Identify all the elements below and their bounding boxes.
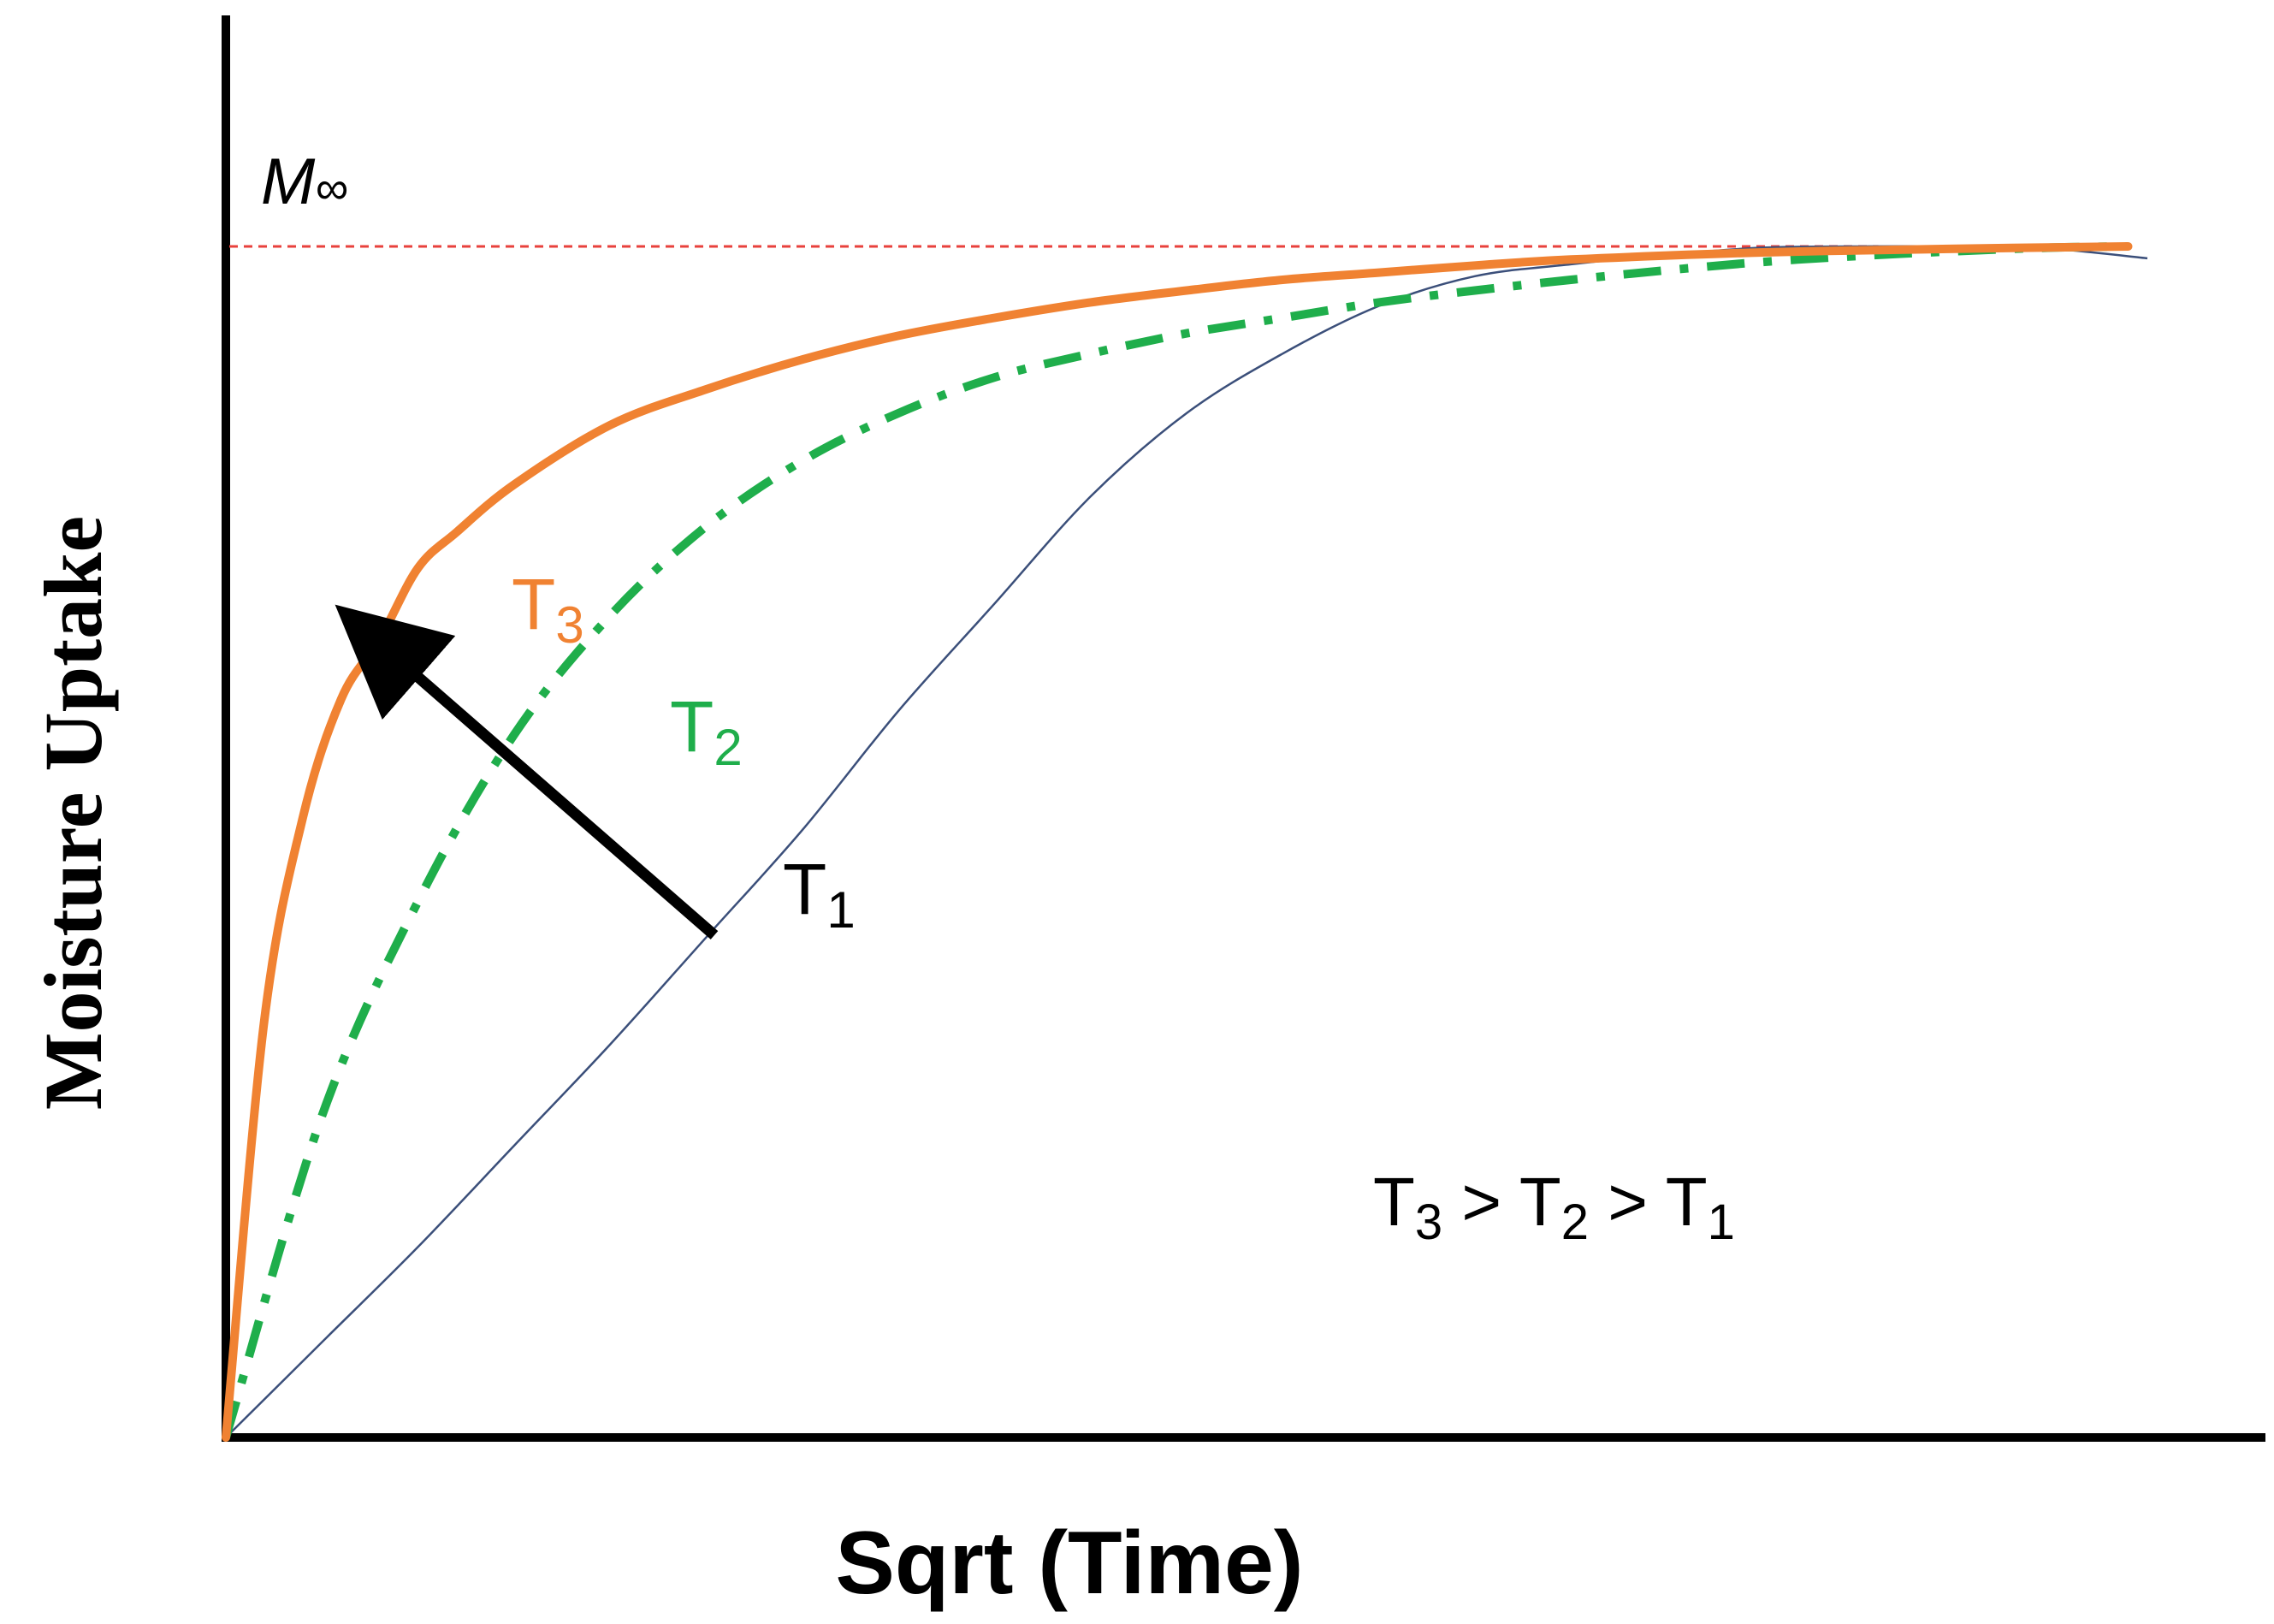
curve-label-t3: T3 bbox=[512, 564, 584, 654]
series-line-t2 bbox=[222, 242, 2129, 1439]
x-axis-label: Sqrt (Time) bbox=[835, 1514, 1303, 1613]
y-axis-label: Moisture Uptake bbox=[27, 516, 119, 1110]
trend-arrow bbox=[335, 604, 719, 939]
series-line-t3 bbox=[222, 242, 2133, 1442]
temperature-order-annotation: T3 > T2 > T1 bbox=[1373, 1164, 1735, 1250]
series-line-t1 bbox=[225, 245, 2148, 1438]
asymptote-label: M∞ bbox=[261, 145, 348, 218]
curve-label-t1: T1 bbox=[783, 849, 856, 939]
curve-label-t2: T2 bbox=[670, 686, 743, 776]
